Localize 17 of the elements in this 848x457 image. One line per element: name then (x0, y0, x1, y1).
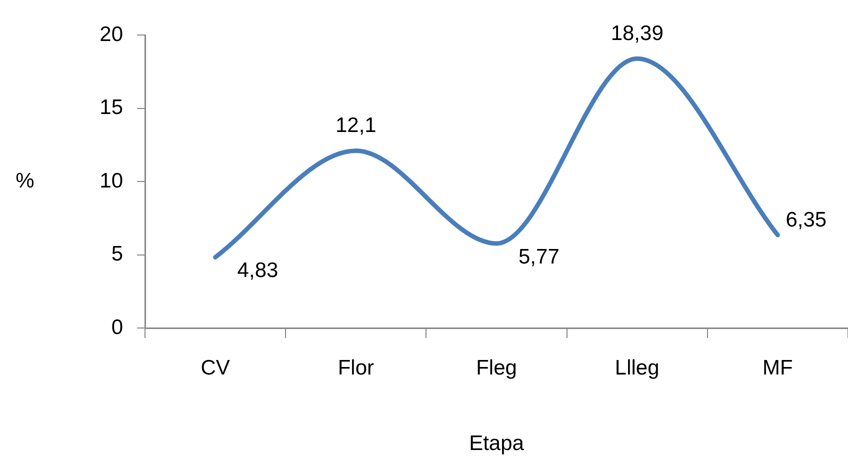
x-tick-label: CV (200, 356, 230, 380)
x-tick-label: MF (762, 356, 793, 380)
data-label: 18,39 (610, 22, 664, 45)
y-tick-label: 10 (100, 169, 123, 192)
data-label: 4,83 (237, 259, 278, 282)
x-tick-label: Flor (338, 356, 374, 380)
y-tick-label: 15 (100, 96, 123, 120)
data-label: 12,1 (335, 114, 376, 138)
x-axis-title: Etapa (469, 432, 524, 456)
y-tick-label: 20 (100, 22, 123, 46)
x-tick-label: Fleg (476, 356, 517, 380)
x-tick-label: Llleg (614, 356, 660, 380)
y-tick-label: 5 (111, 242, 123, 266)
y-tick-label: 0 (111, 316, 123, 339)
y-axis-title: % (16, 169, 34, 192)
data-label: 6,35 (786, 208, 827, 232)
data-label: 5,77 (518, 245, 560, 268)
